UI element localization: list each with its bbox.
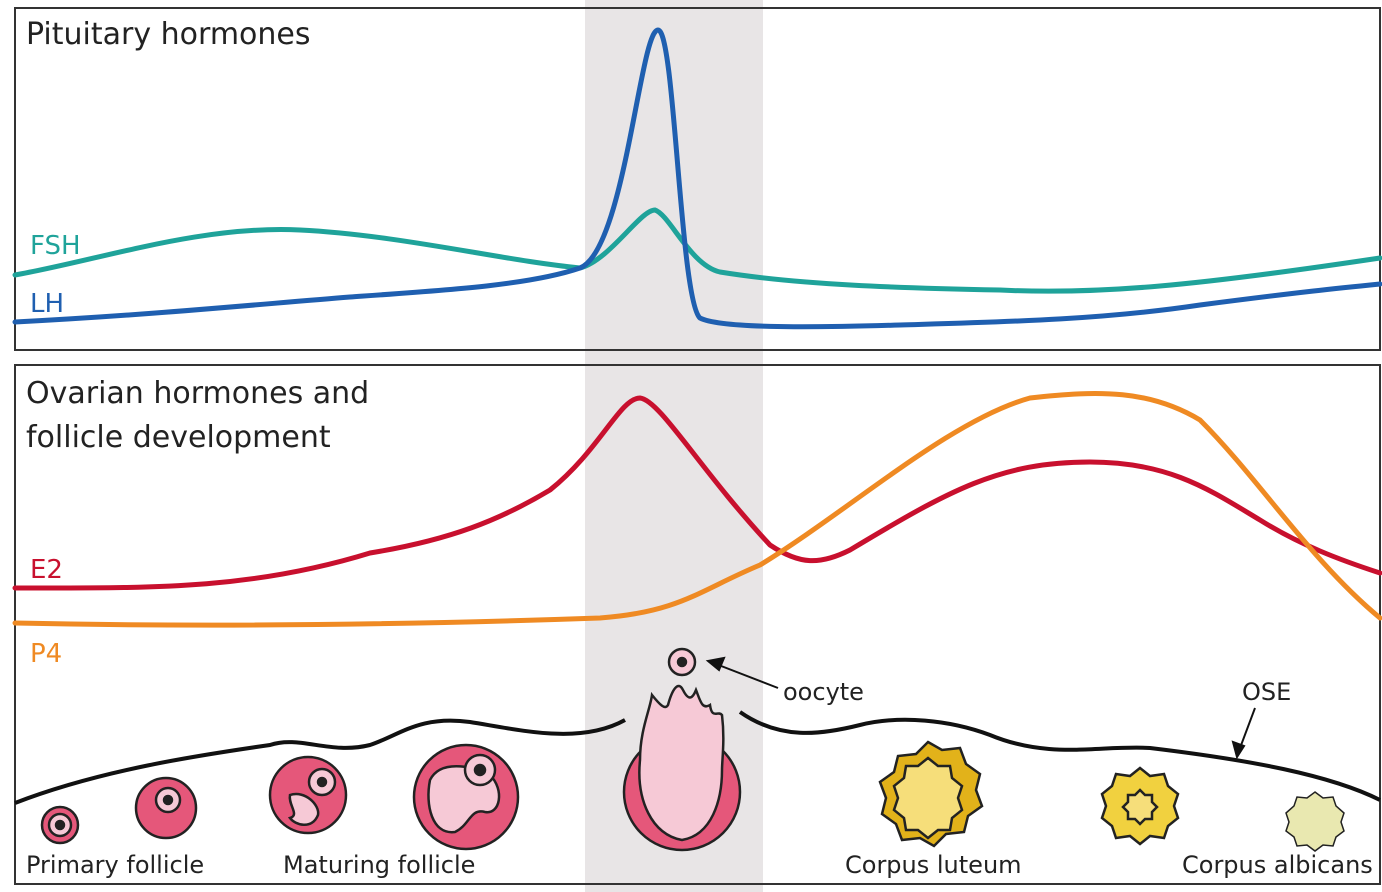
arrows (705, 656, 1256, 760)
ose-arrow (1239, 707, 1256, 749)
oocyte-label: oocyte (783, 678, 864, 706)
p4-label: P4 (30, 639, 62, 669)
follicles (40, 647, 1345, 852)
oocyte-arrow (715, 663, 779, 689)
nucleus (676, 656, 688, 668)
bottom-title-line: follicle development (26, 420, 331, 455)
fsh-label: FSH (30, 231, 81, 261)
e2-curve (12, 395, 1382, 591)
arrowhead (705, 656, 726, 672)
e2-label: E2 (30, 555, 63, 585)
stage-label: Maturing follicle (283, 851, 475, 879)
nucleus (316, 776, 328, 788)
top-title: Pituitary hormones (26, 17, 311, 52)
corpus-luteum-core (1121, 788, 1159, 826)
corpus-albicans (1285, 791, 1345, 852)
antrum (287, 792, 320, 826)
ruptured-follicle (638, 684, 725, 842)
top-panel (14, 7, 1381, 351)
arrowhead (1231, 740, 1246, 760)
bottom-title-line: Ovarian hormones and (26, 376, 369, 411)
nucleus (162, 794, 174, 806)
fsh-curve (12, 207, 1382, 294)
nucleus (473, 763, 487, 777)
corpus-luteum-core (892, 756, 964, 840)
lh-label: LH (30, 289, 64, 319)
stage-label: Corpus luteum (845, 851, 1022, 879)
stage-label: Corpus albicans (1182, 851, 1373, 879)
nucleus (54, 819, 66, 831)
stage-label: Primary follicle (26, 851, 204, 879)
ose-label: OSE (1242, 678, 1291, 706)
lh-curve (12, 27, 1382, 330)
ose-line (14, 718, 626, 805)
p4-curve (12, 390, 1382, 628)
ose-line (738, 710, 1381, 802)
